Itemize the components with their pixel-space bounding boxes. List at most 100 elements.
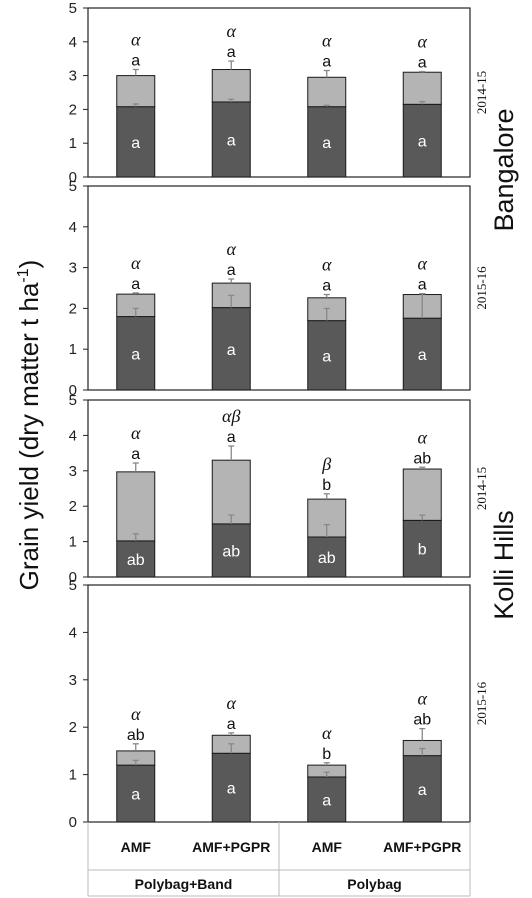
year-label: 2014-15 bbox=[474, 467, 489, 510]
panel-frame bbox=[87, 399, 471, 578]
bar-lower-segment bbox=[116, 106, 156, 178]
x-group-label: Polybag bbox=[347, 876, 401, 892]
y-tick-label: 5 bbox=[69, 392, 77, 409]
total-greek-letter: α bbox=[131, 704, 141, 724]
upper-segment-letter: a bbox=[227, 262, 236, 279]
y-tick-label: 2 bbox=[69, 101, 77, 118]
bar-lower-segment bbox=[307, 776, 347, 823]
lower-segment-letter: ab bbox=[318, 550, 336, 567]
bar-lower-segment bbox=[211, 752, 251, 823]
lower-segment-letter: a bbox=[322, 792, 331, 809]
y-tick-label: 3 bbox=[69, 260, 77, 277]
upper-segment-letter: ab bbox=[413, 712, 431, 729]
y-tick-label: 1 bbox=[69, 767, 77, 784]
y-tick-label: 4 bbox=[69, 624, 77, 641]
y-tick-label: 0 bbox=[69, 169, 77, 186]
upper-segment-letter: a bbox=[131, 53, 140, 70]
total-greek-letter: α bbox=[418, 427, 428, 447]
lower-segment-letter: ab bbox=[127, 552, 145, 569]
bar-upper-segment bbox=[116, 471, 156, 542]
bar-upper-segment bbox=[402, 71, 442, 105]
upper-segment-letter: b bbox=[322, 477, 331, 494]
year-label: 2015-16 bbox=[474, 681, 489, 725]
y-tick-label: 1 bbox=[69, 534, 77, 551]
total-greek-letter: α bbox=[418, 689, 428, 709]
total-greek-letter: α bbox=[418, 32, 428, 52]
x-category-label: AMF+PGPR bbox=[192, 839, 270, 855]
bar-lower-segment bbox=[307, 536, 347, 578]
upper-segment-letter: a bbox=[322, 54, 331, 71]
bar-lower-segment bbox=[307, 320, 347, 391]
bar-upper-segment bbox=[211, 459, 251, 525]
y-tick-label: 4 bbox=[69, 427, 77, 444]
y-tick-label: 5 bbox=[69, 577, 77, 594]
year-label: 2014-15 bbox=[474, 71, 489, 114]
total-greek-letter: α bbox=[322, 723, 332, 743]
year-label: 2015-16 bbox=[474, 266, 489, 310]
total-greek-letter: α bbox=[322, 31, 332, 51]
y-tick-label: 2 bbox=[69, 498, 77, 515]
total-greek-letter: α bbox=[227, 239, 237, 259]
bar-lower-segment bbox=[211, 101, 251, 178]
y-tick-label: 0 bbox=[69, 569, 77, 586]
upper-segment-letter: a bbox=[131, 276, 140, 293]
panel-frames bbox=[83, 7, 471, 897]
upper-segment-letter: a bbox=[227, 429, 236, 446]
y-tick-label: 2 bbox=[69, 300, 77, 317]
lower-segment-letter: a bbox=[322, 135, 331, 152]
upper-segment-letter: ab bbox=[127, 727, 145, 744]
bar-upper-segment bbox=[307, 76, 347, 108]
lower-segment-letter: a bbox=[227, 781, 236, 798]
lower-segment-letter: a bbox=[418, 347, 427, 364]
bar-lower-segment bbox=[116, 764, 156, 823]
total-greek-letter: α bbox=[227, 21, 237, 41]
bar-lower-segment bbox=[307, 106, 347, 178]
total-greek-letter: β bbox=[321, 454, 331, 474]
site-label: Bangalore bbox=[489, 108, 519, 231]
lower-segment-letter: a bbox=[418, 134, 427, 151]
total-greek-letter: α bbox=[322, 255, 332, 275]
y-tick-label: 3 bbox=[69, 68, 77, 85]
y-tick-label: 4 bbox=[69, 219, 77, 236]
bar-lower-segment bbox=[211, 523, 251, 578]
x-group-label: Polybag+Band bbox=[135, 876, 233, 892]
panel-frame bbox=[87, 185, 471, 391]
lower-segment-letter: a bbox=[131, 787, 140, 804]
bar-upper-segment bbox=[116, 75, 156, 108]
y-tick-label: 1 bbox=[69, 135, 77, 152]
site-label: Kolli Hills bbox=[489, 510, 519, 620]
x-category-label: AMF bbox=[121, 839, 152, 855]
lower-segment-letter: a bbox=[131, 135, 140, 152]
bar-lower-segment bbox=[116, 540, 156, 578]
chart-text: 0123452014-15Bangaloreaaαaaαaaαaaα012345… bbox=[69, 0, 519, 892]
total-greek-letter: α bbox=[131, 30, 141, 50]
upper-segment-letter: a bbox=[131, 446, 140, 463]
y-axis-label: Grain yield (dry matter t ha-1) bbox=[14, 260, 44, 591]
x-category-label: AMF bbox=[312, 839, 343, 855]
total-greek-letter: α bbox=[131, 423, 141, 443]
x-category-label: AMF+PGPR bbox=[383, 839, 461, 855]
bar-lower-segment bbox=[402, 519, 442, 578]
lower-segment-letter: a bbox=[227, 132, 236, 149]
panel-frame bbox=[87, 7, 471, 178]
y-axis-label-superscript: -1 bbox=[15, 268, 32, 282]
y-tick-label: 5 bbox=[69, 0, 77, 17]
bar-marks bbox=[116, 60, 442, 823]
total-greek-letter: α bbox=[227, 693, 237, 713]
bar-lower-segment bbox=[402, 755, 442, 823]
bar-upper-segment bbox=[402, 468, 442, 521]
total-greek-letter: αβ bbox=[222, 406, 240, 426]
y-tick-label: 2 bbox=[69, 719, 77, 736]
upper-segment-letter: ab bbox=[413, 450, 431, 467]
y-axis-label-close: ) bbox=[14, 260, 44, 269]
total-greek-letter: α bbox=[131, 253, 141, 273]
upper-segment-letter: a bbox=[418, 277, 427, 294]
lower-segment-letter: a bbox=[322, 348, 331, 365]
y-axis-label-text: Grain yield (dry matter t ha bbox=[14, 282, 44, 590]
upper-segment-letter: a bbox=[322, 278, 331, 295]
y-tick-label: 4 bbox=[69, 34, 77, 51]
bar-lower-segment bbox=[211, 307, 251, 391]
upper-segment-letter: a bbox=[227, 44, 236, 61]
y-tick-label: 0 bbox=[69, 814, 77, 831]
